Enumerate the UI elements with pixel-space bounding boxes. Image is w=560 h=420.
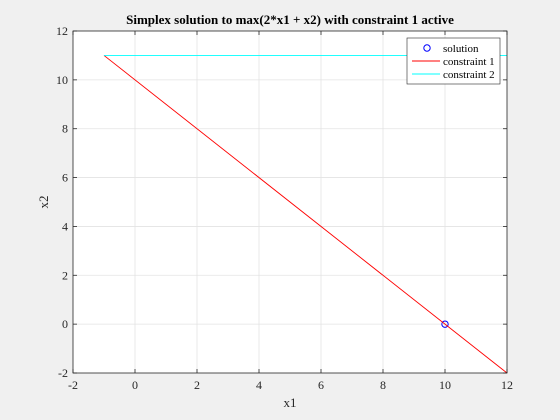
x-tick-label: 10 <box>439 378 451 392</box>
chart-title: Simplex solution to max(2*x1 + x2) with … <box>126 12 454 27</box>
tick-labels: -2 0 2 4 6 8 10 12 -2 0 2 4 6 8 10 12 <box>56 24 513 392</box>
x-tick-label: -2 <box>68 378 78 392</box>
x-tick-label: 0 <box>132 378 138 392</box>
x-tick-label: 2 <box>194 378 200 392</box>
x-tick-label: 12 <box>501 378 513 392</box>
y-tick-label: 2 <box>62 268 68 282</box>
series-line-constraint-1 <box>103 55 508 374</box>
y-axis-label: x2 <box>36 196 51 209</box>
y-tick-label: 6 <box>62 171 68 185</box>
y-tick-label: 12 <box>56 24 68 38</box>
series-point-solution <box>441 320 449 328</box>
y-tick-label: 4 <box>62 219 68 233</box>
y-tick-label: 8 <box>62 122 68 136</box>
y-tick-label: 10 <box>56 73 68 87</box>
x-axis-label: x1 <box>284 395 297 410</box>
legend-solution-label: solution <box>443 43 479 55</box>
x-tick-label: 8 <box>380 378 386 392</box>
y-tick-label: -2 <box>58 366 68 380</box>
x-tick-label: 6 <box>318 378 324 392</box>
legend-constraint2-label: constraint 2 <box>443 69 495 81</box>
x-tick-label: 4 <box>256 378 262 392</box>
legend-solution-marker <box>423 44 431 52</box>
ticks <box>72 30 508 374</box>
axes-box <box>72 30 508 374</box>
grid <box>73 31 507 373</box>
legend-constraint1-label: constraint 1 <box>443 56 495 68</box>
legend: solution constraint 1 constraint 2 <box>406 37 501 85</box>
y-tick-label: 0 <box>62 317 68 331</box>
